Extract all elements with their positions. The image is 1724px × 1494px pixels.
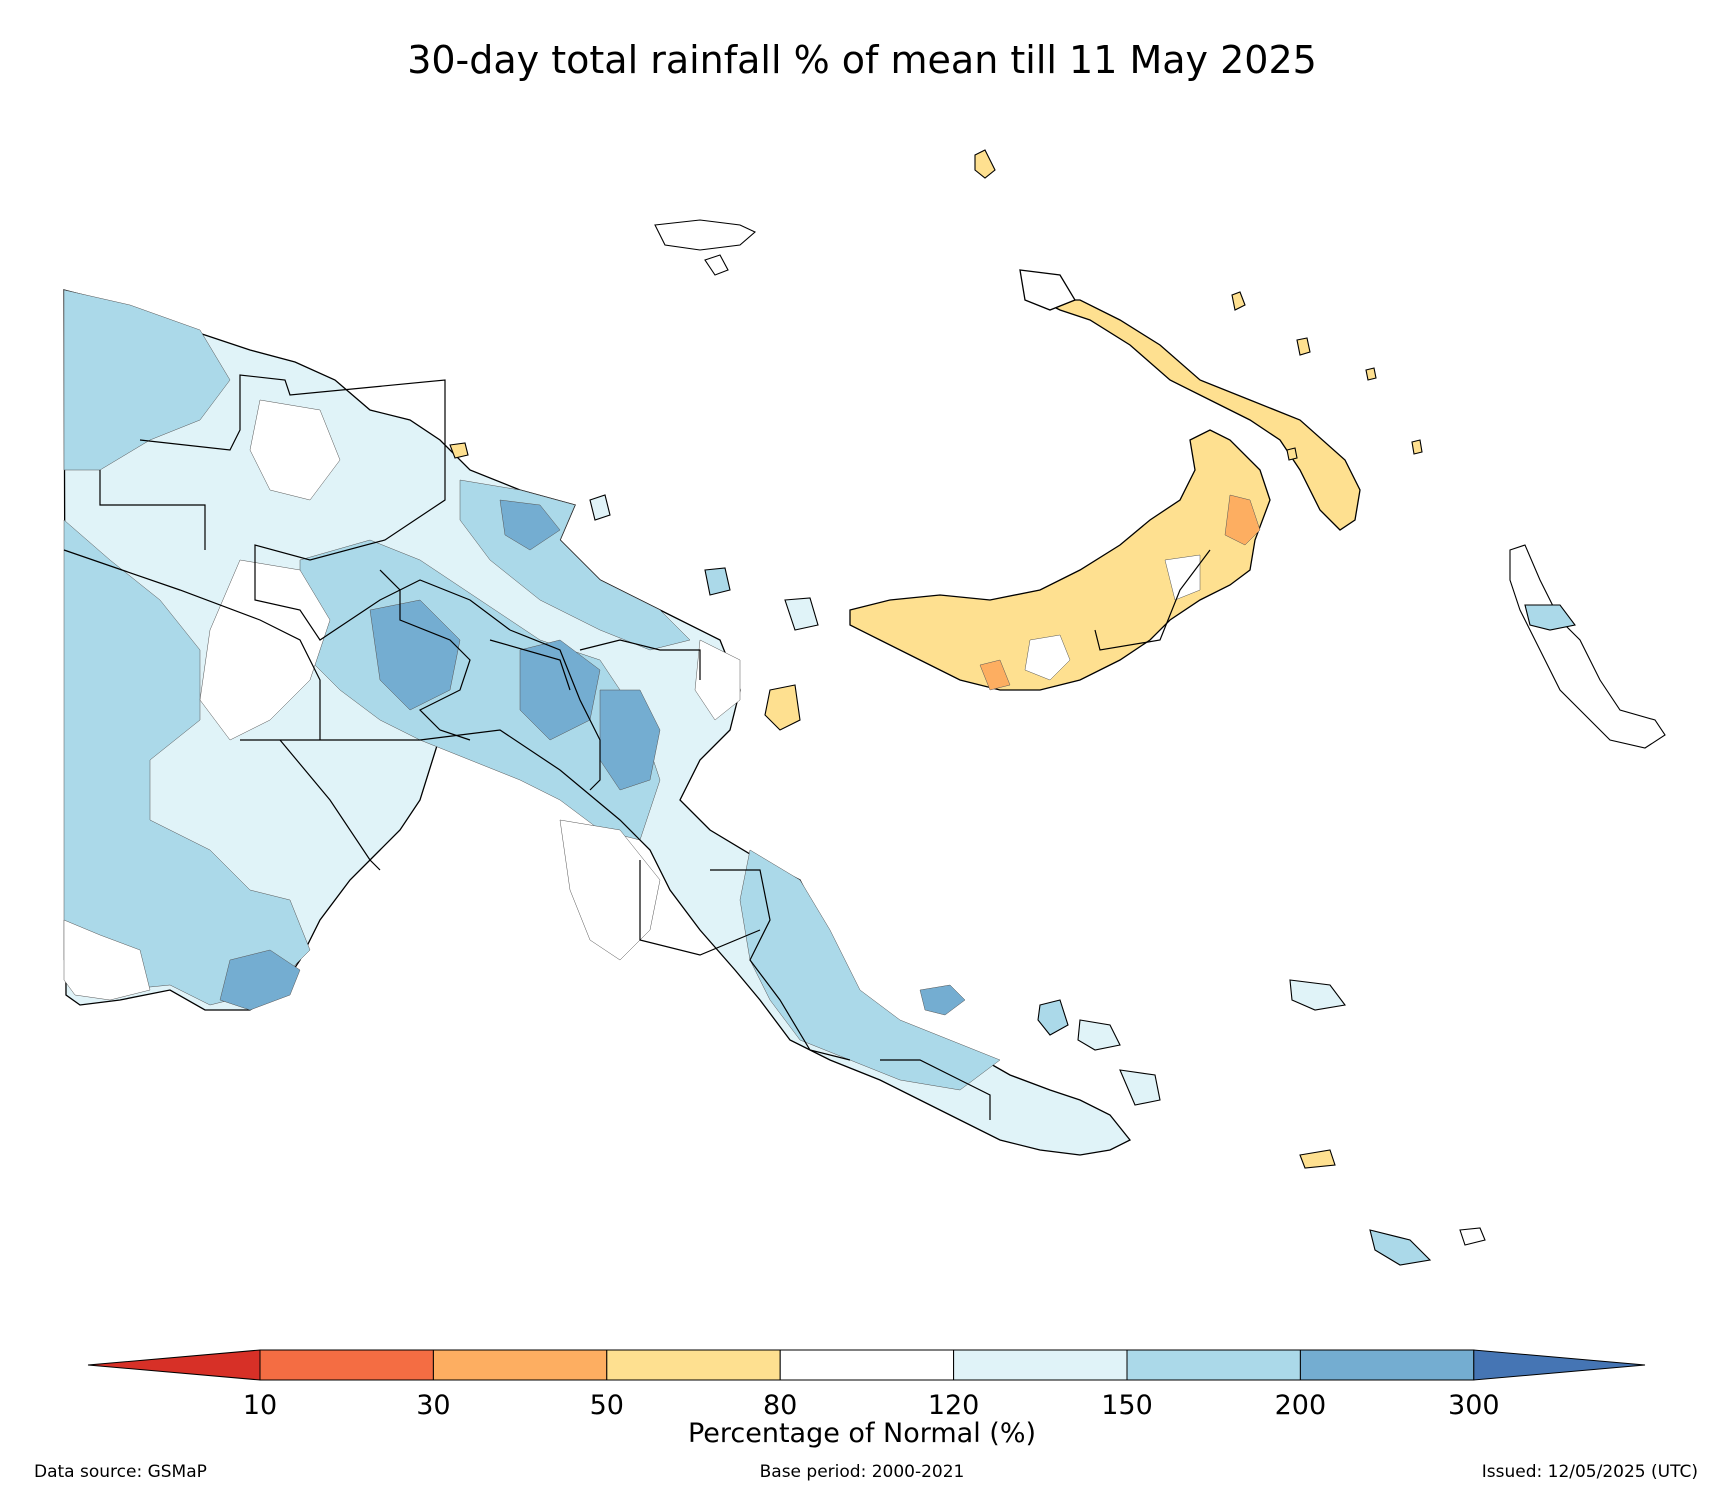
colorbar-bin-200-300 xyxy=(1299,1349,1475,1381)
colorbar-bin-120-150 xyxy=(953,1349,1128,1381)
colorbar-tick-label: 120 xyxy=(927,1390,980,1421)
colorbar-below-min xyxy=(87,1349,261,1381)
mainland-zones xyxy=(63,289,1001,1091)
colorbar-bin-10-30 xyxy=(259,1349,434,1381)
new-britain xyxy=(849,429,1271,691)
colorbar-bin-30-50 xyxy=(432,1349,608,1381)
colorbar-bin-150-200 xyxy=(1126,1349,1301,1381)
base-period: Base period: 2000-2021 xyxy=(759,1462,965,1482)
colorbar xyxy=(87,1349,1646,1381)
bougainville xyxy=(1509,544,1666,749)
issued-date: Issued: 12/05/2025 (UTC) xyxy=(1481,1462,1698,1482)
colorbar-tick-label: 10 xyxy=(242,1390,278,1421)
colorbar-bin-80-120 xyxy=(779,1349,955,1381)
map-title: 30-day total rainfall % of mean till 11 … xyxy=(407,38,1317,82)
colorbar-tick-label: 150 xyxy=(1101,1390,1153,1421)
manus-island xyxy=(654,219,757,251)
colorbar-above-max xyxy=(1473,1349,1646,1381)
data-source: Data source: GSMaP xyxy=(34,1462,207,1482)
colorbar-title: Percentage of Normal (%) xyxy=(687,1418,1037,1449)
new-ireland xyxy=(1019,269,1361,531)
colorbar-tick-label: 30 xyxy=(416,1390,451,1421)
province-borders xyxy=(63,374,991,1120)
islands xyxy=(449,149,1666,1266)
colorbar-tick-label: 50 xyxy=(589,1390,624,1421)
colorbar-bin-50-80 xyxy=(606,1349,781,1381)
colorbar-tick-label: 300 xyxy=(1448,1390,1500,1421)
colorbar-tick-label: 80 xyxy=(763,1390,798,1421)
colorbar-tick-label: 200 xyxy=(1274,1390,1327,1421)
